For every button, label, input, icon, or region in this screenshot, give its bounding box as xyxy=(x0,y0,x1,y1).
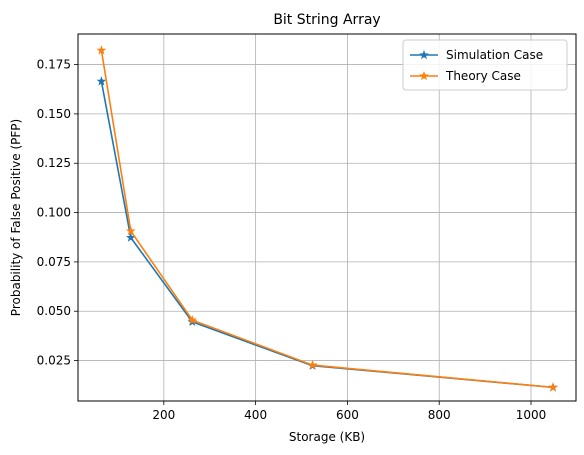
x-tick-label: 800 xyxy=(428,408,451,422)
data-point xyxy=(96,76,107,86)
data-point xyxy=(125,226,136,236)
series-line xyxy=(100,81,554,389)
legend-label: Theory Case xyxy=(445,69,521,83)
data-point xyxy=(548,382,558,392)
chart-title: Bit String Array xyxy=(273,12,380,28)
x-tick-label: 600 xyxy=(336,408,359,422)
legend-box xyxy=(402,39,568,91)
plot-frame xyxy=(77,33,577,402)
y-tick-label: 0.175 xyxy=(37,58,71,72)
x-tick-label: 400 xyxy=(244,408,267,422)
y-tick-label: 0.025 xyxy=(37,354,71,368)
series-line xyxy=(100,50,554,389)
series-2 xyxy=(96,45,558,392)
grid xyxy=(78,34,576,401)
legend-marker xyxy=(419,49,429,60)
x-axis-label: Storage (KB) xyxy=(289,430,365,444)
data-point xyxy=(96,45,107,55)
legend-label: Simulation Case xyxy=(446,48,543,62)
y-tick-label: 0.075 xyxy=(37,255,71,269)
y-tick-label: 0.100 xyxy=(37,206,71,220)
x-tick-label: 1000 xyxy=(516,408,547,422)
y-tick-label: 0.125 xyxy=(37,156,71,170)
y-axis-label: Probability of False Positive (PFP) xyxy=(9,119,23,316)
x-tick-label: 200 xyxy=(152,408,175,422)
y-tick-label: 0.050 xyxy=(37,304,71,318)
y-tick-label: 0.150 xyxy=(37,107,71,121)
series-1 xyxy=(96,76,558,392)
ticks: 200 400 600 800 1000 0.025 0.050 0.075 0.100 0.12… xyxy=(37,58,547,422)
data-point xyxy=(307,360,318,370)
legend: Simulation Case Theory Case xyxy=(402,39,568,91)
series-layer xyxy=(96,45,558,392)
data-point xyxy=(187,315,198,325)
legend-marker xyxy=(419,70,429,81)
